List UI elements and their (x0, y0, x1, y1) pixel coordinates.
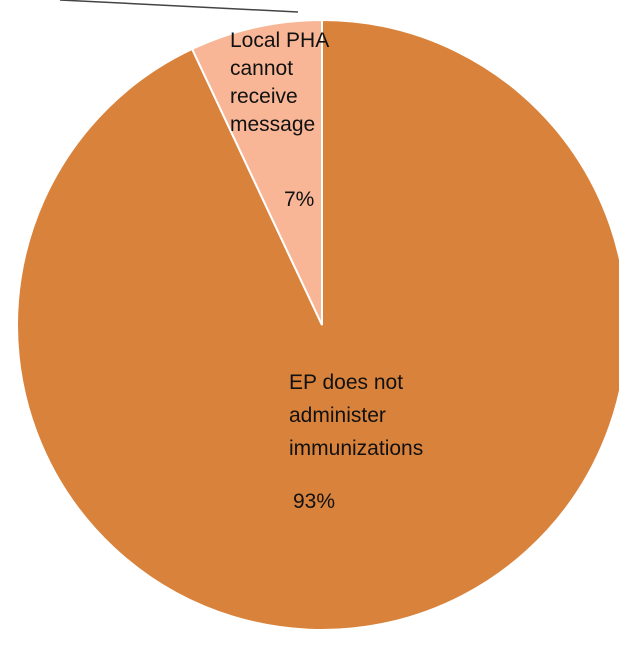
pie-slice-local-pha-cannot-receive[interactable] (190, 18, 323, 326)
label-line: administer (289, 404, 386, 427)
label-line: receive (230, 85, 298, 108)
slice-label-ep: EP does not administer immunizations (289, 371, 423, 460)
slice-value-ep: 93% (293, 490, 335, 513)
leader-line (59, 0, 299, 13)
slice-label-local-pha: Local PHA cannot receive message (230, 29, 334, 136)
pie-slice-ep-does-not-administer[interactable] (16, 18, 619, 631)
label-line: immunizations (289, 437, 423, 460)
slice-value-local-pha: 7% (284, 188, 314, 211)
label-line: message (230, 113, 315, 136)
label-line: Local PHA (230, 29, 329, 52)
label-line: EP does not (289, 371, 403, 394)
label-line: cannot (230, 57, 293, 80)
